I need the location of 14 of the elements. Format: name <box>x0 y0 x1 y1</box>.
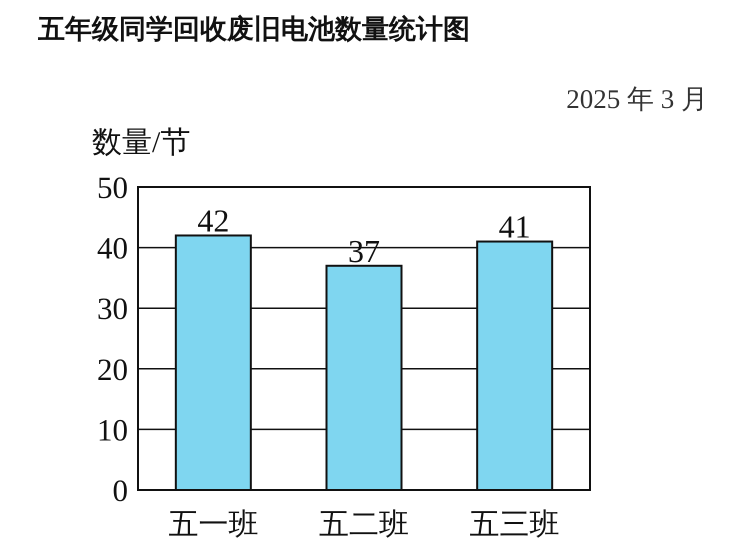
y-tick-label: 10 <box>97 412 128 448</box>
y-tick-label: 20 <box>97 352 128 387</box>
x-tick-label: 五二班 <box>319 508 409 541</box>
y-tick-label: 50 <box>97 170 128 205</box>
y-tick-label: 40 <box>97 230 128 266</box>
data-label: 41 <box>498 208 531 245</box>
y-axis-title: 数量/节 <box>92 126 190 159</box>
chart-subtitle: 2025 年 3 月 <box>566 84 708 114</box>
x-tick-label: 五一班 <box>168 508 258 541</box>
chart-title: 五年级同学回收废旧电池数量统计图 <box>37 14 470 44</box>
data-label: 42 <box>197 202 230 238</box>
y-tick-label: 0 <box>112 473 128 508</box>
x-tick-label: 五三班 <box>470 508 560 541</box>
y-tick-label: 30 <box>97 291 128 326</box>
